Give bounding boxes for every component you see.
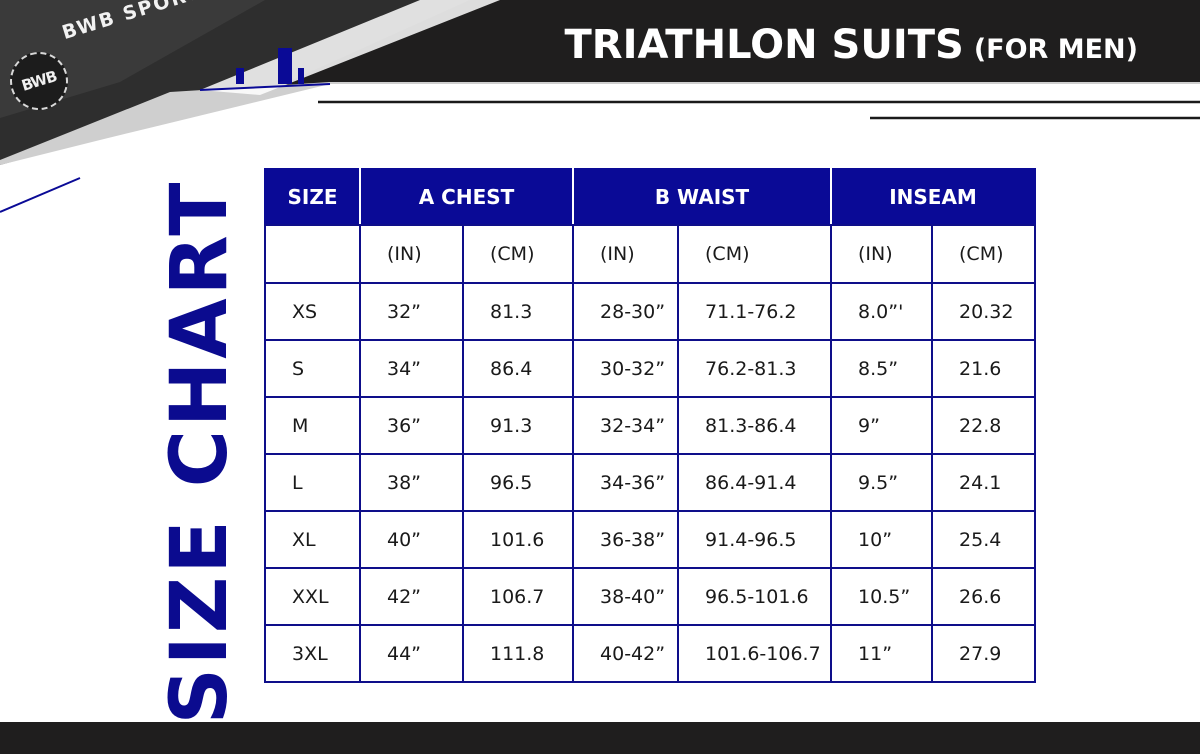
table-cell: 21.6 bbox=[931, 339, 1037, 398]
brand-logo-text: BWB bbox=[19, 67, 59, 95]
unit-header-cell: (IN) bbox=[830, 224, 934, 284]
header-waist: B WAIST bbox=[572, 168, 833, 226]
unit-header-row: (IN) (CM) (IN) (CM) (IN) (CM) bbox=[264, 224, 1037, 284]
size-chart-table: SIZE A CHEST B WAIST INSEAM (IN) (CM) (I… bbox=[264, 168, 1037, 683]
table-cell: 10” bbox=[830, 510, 934, 569]
table-cell: 40-42” bbox=[572, 624, 680, 683]
table-cell: 38” bbox=[359, 453, 464, 512]
table-cell: 20.32 bbox=[931, 282, 1037, 341]
header-inseam: INSEAM bbox=[830, 168, 1037, 226]
table-cell: 106.7 bbox=[461, 567, 575, 626]
table-cell: 25.4 bbox=[931, 510, 1037, 569]
unit-header-cell: (IN) bbox=[359, 224, 464, 284]
table-cell: 32” bbox=[359, 282, 464, 341]
table-cell: 34-36” bbox=[572, 453, 680, 512]
table-cell: 8.0”' bbox=[830, 282, 934, 341]
table-cell: 76.2-81.3 bbox=[677, 339, 833, 398]
table-cell: 44” bbox=[359, 624, 464, 683]
table-cell: 81.3 bbox=[461, 282, 575, 341]
table-cell: 86.4 bbox=[461, 339, 575, 398]
table-cell: 71.1-76.2 bbox=[677, 282, 833, 341]
table-cell: 111.8 bbox=[461, 624, 575, 683]
table-cell: 36-38” bbox=[572, 510, 680, 569]
table-cell: 36” bbox=[359, 396, 464, 455]
unit-header-cell: (CM) bbox=[461, 224, 575, 284]
table-cell: 32-34” bbox=[572, 396, 680, 455]
table-cell: 27.9 bbox=[931, 624, 1037, 683]
table-cell: 91.4-96.5 bbox=[677, 510, 833, 569]
table-row: L 38” 96.5 34-36” 86.4-91.4 9.5” 24.1 bbox=[264, 453, 1037, 512]
table-cell: 42” bbox=[359, 567, 464, 626]
unit-header-cell: (CM) bbox=[677, 224, 833, 284]
table-row: 3XL 44” 111.8 40-42” 101.6-106.7 11” 27.… bbox=[264, 624, 1037, 683]
table-cell: 9” bbox=[830, 396, 934, 455]
unit-header-cell: (CM) bbox=[931, 224, 1037, 284]
table-cell: XXL bbox=[264, 567, 361, 626]
page-title-sub: (FOR MEN) bbox=[973, 34, 1138, 65]
table-cell: 28-30” bbox=[572, 282, 680, 341]
table-cell: 101.6 bbox=[461, 510, 575, 569]
table-row: XS 32” 81.3 28-30” 71.1-76.2 8.0”' 20.32 bbox=[264, 282, 1037, 341]
table-cell: 3XL bbox=[264, 624, 361, 683]
table-cell: XL bbox=[264, 510, 361, 569]
table-cell: 8.5” bbox=[830, 339, 934, 398]
header-chest: A CHEST bbox=[358, 168, 575, 226]
table-cell: 38-40” bbox=[572, 567, 680, 626]
table-cell: 40” bbox=[359, 510, 464, 569]
table-cell: 34” bbox=[359, 339, 464, 398]
side-title: SIZE CHART bbox=[155, 179, 245, 725]
footer-bar bbox=[0, 722, 1200, 754]
group-header-row: SIZE A CHEST B WAIST INSEAM bbox=[264, 168, 1037, 226]
table-cell: XS bbox=[264, 282, 361, 341]
table-cell: S bbox=[264, 339, 361, 398]
table-cell: 91.3 bbox=[461, 396, 575, 455]
unit-header-cell: (IN) bbox=[572, 224, 680, 284]
table-cell: 30-32” bbox=[572, 339, 680, 398]
header-graphic bbox=[0, 0, 1200, 213]
table-cell: 81.3-86.4 bbox=[677, 396, 833, 455]
table-cell: L bbox=[264, 453, 361, 512]
table-cell: 101.6-106.7 bbox=[677, 624, 833, 683]
table-cell: 9.5” bbox=[830, 453, 934, 512]
table-row: XL 40” 101.6 36-38” 91.4-96.5 10” 25.4 bbox=[264, 510, 1037, 569]
page-title: TRIATHLON SUITS (FOR MEN) bbox=[564, 22, 1138, 68]
table-row: XXL 42” 106.7 38-40” 96.5-101.6 10.5” 26… bbox=[264, 567, 1037, 626]
table-row: S 34” 86.4 30-32” 76.2-81.3 8.5” 21.6 bbox=[264, 339, 1037, 398]
table-cell: 96.5-101.6 bbox=[677, 567, 833, 626]
header-size: SIZE bbox=[264, 168, 361, 226]
table-cell: 10.5” bbox=[830, 567, 934, 626]
table-row: M 36” 91.3 32-34” 81.3-86.4 9” 22.8 bbox=[264, 396, 1037, 455]
page-title-main: TRIATHLON SUITS bbox=[564, 22, 964, 68]
unit-header-cell bbox=[264, 224, 361, 284]
table-cell: 11” bbox=[830, 624, 934, 683]
table-cell: 24.1 bbox=[931, 453, 1037, 512]
table-cell: 96.5 bbox=[461, 453, 575, 512]
table-cell: 26.6 bbox=[931, 567, 1037, 626]
table-cell: 22.8 bbox=[931, 396, 1037, 455]
table-cell: M bbox=[264, 396, 361, 455]
table-cell: 86.4-91.4 bbox=[677, 453, 833, 512]
